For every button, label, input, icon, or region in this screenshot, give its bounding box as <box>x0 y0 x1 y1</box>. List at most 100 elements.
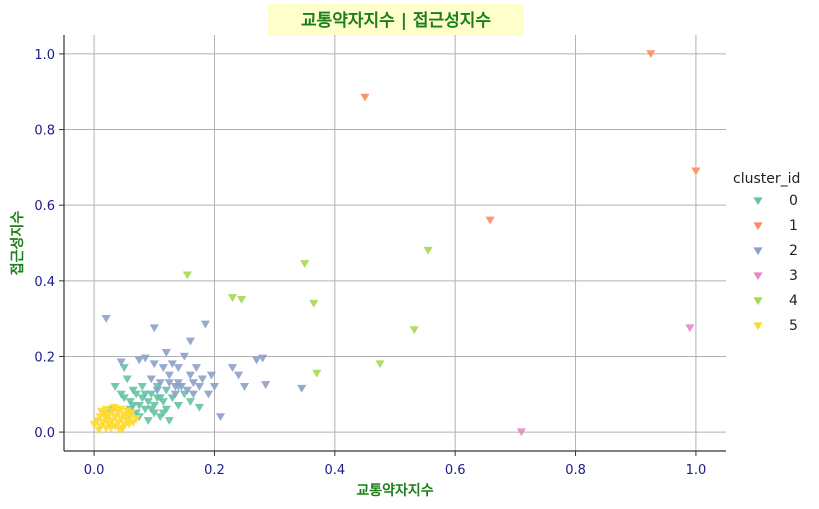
data-point-cluster-2 <box>164 379 174 388</box>
data-point-cluster-5 <box>126 409 137 418</box>
data-point-cluster-2 <box>185 371 195 380</box>
data-point-cluster-2 <box>182 386 192 395</box>
data-point-cluster-4 <box>409 326 419 335</box>
data-point-cluster-2 <box>101 314 111 323</box>
data-point-cluster-4 <box>236 296 247 304</box>
data-point-cluster-1 <box>691 167 701 176</box>
data-point-cluster-4 <box>423 246 433 255</box>
data-point-cluster-4 <box>227 294 238 302</box>
data-point-cluster-2 <box>161 348 171 357</box>
data-point-cluster-2 <box>258 354 268 363</box>
y-tick-label: 1.0 <box>34 48 55 63</box>
grid <box>64 35 726 451</box>
axes <box>59 35 726 456</box>
legend-marker-cluster-1 <box>753 222 763 231</box>
data-point-cluster-2 <box>155 379 165 388</box>
data-point-cluster-4 <box>309 299 319 308</box>
legend-marker-cluster-5 <box>753 322 763 331</box>
legend-label-cluster-4: 4 <box>789 293 798 309</box>
data-point-cluster-0 <box>122 375 132 384</box>
legend-label-cluster-3: 3 <box>789 268 798 284</box>
data-point-cluster-0 <box>143 417 153 425</box>
x-tick-label: 0.8 <box>565 463 586 478</box>
tick-labels: 0.0 0.2 0.4 0.6 0.8 1.0 0.0 0.2 0.4 0.6 0.8 1.0 <box>34 48 706 478</box>
data-point-cluster-5 <box>106 424 116 433</box>
data-point-cluster-2 <box>215 413 226 422</box>
legend-marker-cluster-0 <box>753 197 763 206</box>
x-tick-label: 1.0 <box>686 463 707 478</box>
data-point-cluster-0 <box>119 394 129 403</box>
data-point-cluster-0 <box>158 409 168 418</box>
title-background <box>268 4 524 36</box>
x-tick-label: 0.4 <box>324 463 345 478</box>
y-axis-title: 접근성지수 <box>10 211 26 276</box>
data-point-cluster-2 <box>239 383 250 391</box>
data-point-cluster-2 <box>167 360 177 369</box>
data-point-cluster-2 <box>251 356 262 365</box>
data-point-cluster-2 <box>158 364 168 372</box>
data-point-cluster-2 <box>152 386 162 395</box>
data-point-cluster-2 <box>209 383 220 391</box>
data-point-cluster-1 <box>360 93 370 102</box>
data-point-cluster-5 <box>115 426 125 435</box>
data-point-cluster-2 <box>194 383 205 391</box>
data-point-cluster-2 <box>188 379 198 388</box>
chart-title: 교통약자지수 | 접근성지수 <box>301 10 491 31</box>
data-point-cluster-2 <box>185 337 195 346</box>
data-point-cluster-2 <box>134 356 144 365</box>
legend-label-cluster-0: 0 <box>789 193 798 209</box>
data-point-cluster-0 <box>164 417 174 425</box>
data-point-cluster-2 <box>176 383 186 391</box>
data-point-cluster-0 <box>131 390 141 399</box>
data-point-cluster-0 <box>128 401 138 410</box>
data-point-cluster-2 <box>227 364 238 372</box>
data-point-cluster-2 <box>233 371 244 380</box>
x-tick-label: 0.6 <box>445 463 466 478</box>
x-axis-title: 교통약자지수 <box>356 482 433 499</box>
data-points <box>89 50 701 437</box>
data-point-cluster-0 <box>158 398 168 406</box>
legend-title: cluster_id <box>733 171 800 187</box>
data-point-cluster-2 <box>206 371 217 380</box>
x-tick-label: 0.0 <box>84 463 105 478</box>
data-point-cluster-2 <box>170 383 180 391</box>
legend: cluster_id 0 1 2 3 4 5 <box>733 171 800 334</box>
data-point-cluster-2 <box>140 354 150 363</box>
data-point-cluster-2 <box>197 375 208 384</box>
data-point-cluster-0 <box>134 401 144 410</box>
data-point-cluster-0 <box>143 398 153 406</box>
data-point-cluster-2 <box>164 371 174 380</box>
data-point-cluster-0 <box>140 390 150 399</box>
data-point-cluster-2 <box>149 360 159 369</box>
data-point-cluster-0 <box>152 394 162 403</box>
data-point-cluster-4 <box>312 369 322 378</box>
data-point-cluster-3 <box>685 324 695 333</box>
data-point-cluster-0 <box>110 383 120 391</box>
y-tick-label: 0.8 <box>34 124 55 139</box>
data-point-cluster-2 <box>203 390 214 399</box>
data-point-cluster-0 <box>185 398 195 406</box>
legend-label-cluster-1: 1 <box>789 218 798 234</box>
data-point-cluster-2 <box>191 364 201 372</box>
data-point-cluster-5 <box>102 417 112 426</box>
y-tick-label: 0.4 <box>34 275 55 290</box>
y-tick-label: 0.6 <box>34 199 55 214</box>
data-point-cluster-2 <box>179 352 189 361</box>
data-point-cluster-0 <box>137 383 147 391</box>
data-point-cluster-4 <box>182 271 192 280</box>
data-point-cluster-3 <box>516 428 526 437</box>
y-tick-label: 0.2 <box>34 350 55 365</box>
data-point-cluster-1 <box>485 216 495 225</box>
data-point-cluster-0 <box>146 390 156 399</box>
y-tick-label: 0.0 <box>34 426 55 441</box>
data-point-cluster-5 <box>120 414 130 422</box>
data-point-cluster-2 <box>170 390 180 399</box>
data-point-cluster-2 <box>200 320 211 329</box>
data-point-cluster-4 <box>300 260 310 268</box>
data-point-cluster-5 <box>100 411 110 420</box>
data-point-cluster-2 <box>261 381 271 389</box>
data-point-cluster-2 <box>188 390 198 399</box>
data-point-cluster-0 <box>119 364 129 372</box>
data-point-cluster-0 <box>194 403 205 412</box>
